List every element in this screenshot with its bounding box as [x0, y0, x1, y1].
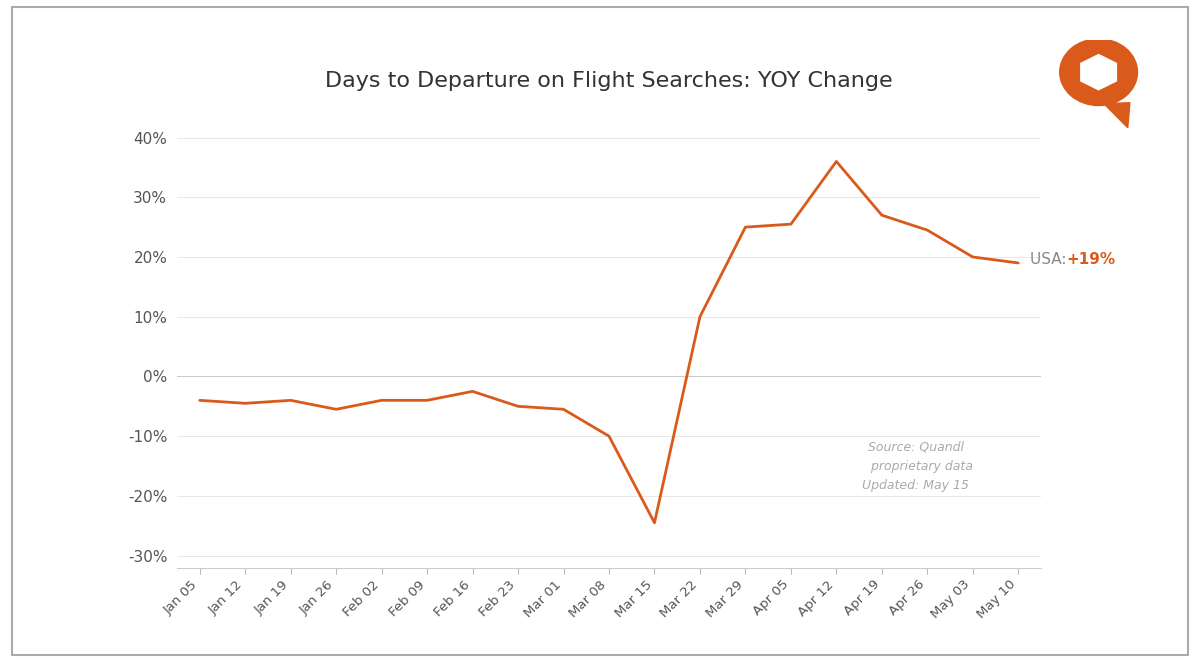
Text: USA:: USA: — [1030, 252, 1072, 267]
Polygon shape — [1104, 103, 1130, 128]
Title: Days to Departure on Flight Searches: YOY Change: Days to Departure on Flight Searches: YO… — [325, 71, 893, 91]
Text: +19%: +19% — [1066, 252, 1115, 267]
Polygon shape — [1081, 54, 1116, 90]
Circle shape — [1060, 39, 1138, 105]
Text: Source: Quandl
   proprietary data
Updated: May 15: Source: Quandl proprietary data Updated:… — [859, 441, 973, 492]
Bar — [12, 7, 1188, 655]
